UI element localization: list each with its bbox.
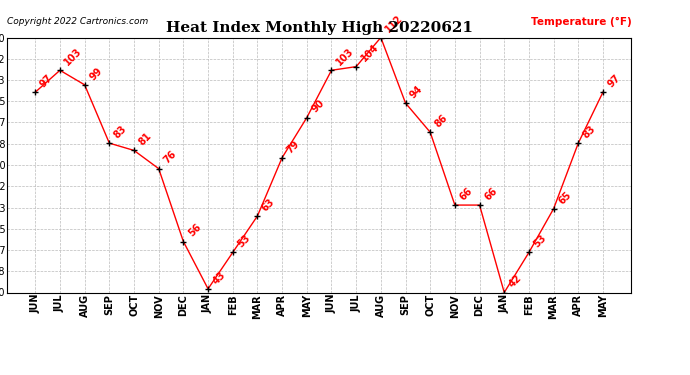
Text: 43: 43 (211, 270, 228, 286)
Text: 104: 104 (359, 42, 380, 64)
Text: 81: 81 (137, 131, 153, 148)
Text: 83: 83 (112, 124, 129, 140)
Text: Copyright 2022 Cartronics.com: Copyright 2022 Cartronics.com (7, 17, 148, 26)
Text: 112: 112 (384, 13, 405, 35)
Text: 90: 90 (310, 98, 326, 115)
Text: 66: 66 (457, 186, 474, 202)
Title: Heat Index Monthly High 20220621: Heat Index Monthly High 20220621 (166, 21, 473, 35)
Text: 76: 76 (161, 149, 178, 166)
Text: 83: 83 (581, 124, 598, 140)
Text: 56: 56 (186, 222, 203, 239)
Text: 79: 79 (285, 138, 302, 155)
Text: 42: 42 (507, 273, 524, 290)
Text: 99: 99 (88, 66, 104, 82)
Text: 66: 66 (482, 186, 499, 202)
Text: 103: 103 (63, 46, 84, 68)
Text: 97: 97 (606, 73, 622, 89)
Text: 65: 65 (556, 189, 573, 206)
Text: 94: 94 (408, 84, 425, 100)
Text: 53: 53 (532, 233, 549, 250)
Text: Temperature (°F): Temperature (°F) (531, 17, 631, 27)
Text: 103: 103 (334, 46, 355, 68)
Text: 86: 86 (433, 113, 450, 129)
Text: 53: 53 (235, 233, 252, 250)
Text: 97: 97 (38, 73, 55, 89)
Text: 63: 63 (260, 196, 277, 213)
